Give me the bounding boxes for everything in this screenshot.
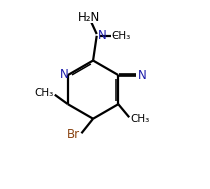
Text: CH₃: CH₃	[111, 31, 130, 41]
Text: H₂N: H₂N	[78, 11, 101, 24]
Text: N: N	[60, 68, 69, 81]
Text: N: N	[138, 69, 147, 82]
Text: −: −	[111, 31, 118, 40]
Text: CH₃: CH₃	[130, 114, 149, 124]
Text: N: N	[97, 29, 106, 42]
Text: CH₃: CH₃	[35, 88, 54, 98]
Text: Br: Br	[67, 128, 80, 141]
